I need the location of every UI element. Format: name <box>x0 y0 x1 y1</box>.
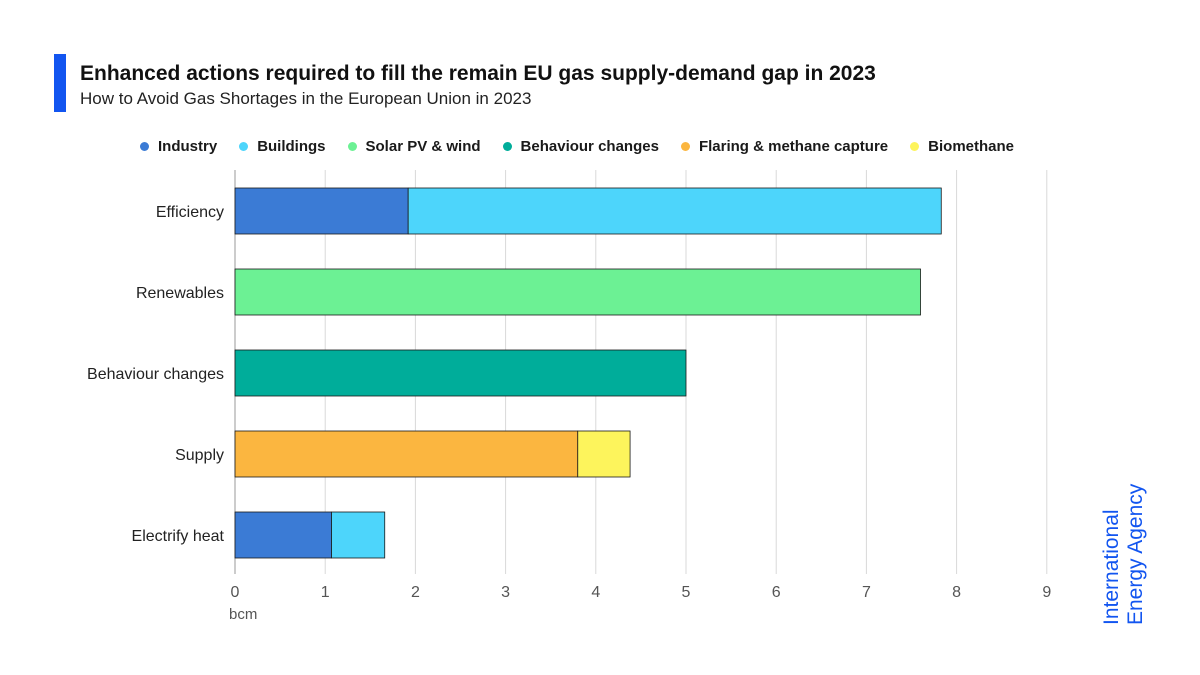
bar-segment <box>234 349 687 397</box>
legend-marker <box>502 142 512 151</box>
x-tick-label: 0 <box>231 584 240 601</box>
category-label: Renewables <box>136 285 224 302</box>
category-label: Behaviour changes <box>87 366 224 383</box>
legend-marker <box>347 142 357 151</box>
bar-segment <box>577 430 631 478</box>
legend-label: Solar PV & wind <box>365 138 481 155</box>
category-label: Efficiency <box>156 204 224 221</box>
x-tick-label: 3 <box>501 584 510 601</box>
legend-item: Behaviour changes <box>502 138 659 155</box>
title-accent-bar <box>54 54 66 112</box>
legend-marker <box>910 142 920 151</box>
category-label: Electrify heat <box>132 528 225 545</box>
x-tick-label: 9 <box>1042 584 1051 601</box>
bar-segment <box>407 187 942 235</box>
legend-marker <box>140 142 149 151</box>
x-axis-label: bcm <box>229 606 257 623</box>
x-tick-label: 1 <box>321 584 330 601</box>
legend-label: Biomethane <box>928 138 1015 155</box>
iea-logo-text: International Energy Agency <box>1100 460 1156 625</box>
logo-line-1: International <box>1100 509 1123 625</box>
x-tick-label: 5 <box>682 584 691 601</box>
legend-marker <box>239 142 249 151</box>
logo-line-2: Energy Agency <box>1124 483 1147 625</box>
x-tick-label: 7 <box>862 584 871 601</box>
bar-segment <box>234 430 579 478</box>
x-tick-label: 6 <box>772 584 781 601</box>
chart-legend: Industry Buildings Solar PV & wind Behaviou… <box>140 138 1014 155</box>
bar-segment <box>234 268 921 316</box>
chart-subtitle: How to Avoid Gas Shortages in the Europe… <box>80 89 532 108</box>
legend-label: Behaviour changes <box>520 138 659 155</box>
legend-marker <box>680 142 690 151</box>
x-tick-label: 8 <box>952 584 961 601</box>
category-label: Supply <box>175 447 224 464</box>
legend-item: Buildings <box>239 138 326 155</box>
legend-label: Industry <box>158 138 218 155</box>
bar-segment <box>234 511 332 559</box>
bar-segment <box>331 511 386 559</box>
bar-segment <box>234 187 409 235</box>
legend-label: Flaring & methane capture <box>698 138 889 155</box>
legend-item: Solar PV & wind <box>347 138 481 155</box>
chart-title: Enhanced actions required to fill the re… <box>80 62 876 85</box>
x-tick-label: 4 <box>591 584 600 601</box>
legend-item: Industry <box>140 138 217 155</box>
legend-item: Biomethane <box>910 138 1014 155</box>
legend-label: Buildings <box>257 138 326 155</box>
legend-item: Flaring & methane capture <box>680 138 889 155</box>
iea-logo: International Energy Agency <box>1100 460 1156 625</box>
x-tick-label: 2 <box>411 584 420 601</box>
